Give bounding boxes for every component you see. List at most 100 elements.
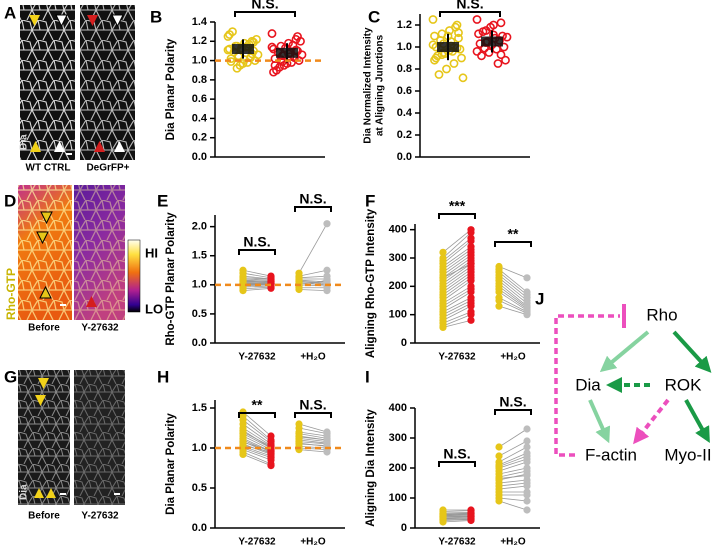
pair-line [442,291,472,310]
pair-line [442,252,472,273]
data-point [467,302,475,310]
data-point [523,506,531,514]
pair-line [442,311,472,324]
pair-line [442,510,472,512]
arrowhead [87,15,98,26]
data-point [523,471,531,480]
stain-label: Dia [19,484,30,500]
y-tick-label: 400 [389,224,407,236]
pair-line [442,249,472,270]
arrowhead [29,15,40,26]
pair-line [498,300,528,314]
data-point [495,296,503,305]
pair-line [242,277,272,280]
data-point [323,220,331,228]
data-point [430,31,439,41]
pair-line [298,431,328,437]
significance-label: N.S. [456,0,483,12]
data-point [495,302,503,310]
pair-line [442,263,472,279]
pair-line [498,485,528,490]
pair-line [498,286,528,308]
y-tick-label: 2.0 [192,221,207,233]
y-axis-label: Dia Planar Polarity [165,38,177,140]
panel-label: F [365,191,375,210]
pair-line [442,277,472,298]
pair-line [442,518,472,520]
activation-edge [599,330,650,373]
arrowhead [94,141,105,152]
data-point [239,426,247,434]
data-point [253,50,263,60]
pair-line [242,411,272,437]
activation-edge [633,398,670,445]
data-point [457,53,466,63]
data-point [449,59,459,68]
data-point [323,448,331,456]
pair-line [442,305,472,321]
pair-line [298,280,328,284]
activation-edge [684,399,710,443]
data-point [323,436,331,444]
y-axis-label: Aligning Rho-GTP Intensity [365,208,377,358]
data-point [239,442,247,450]
data-point [467,237,475,245]
pair-line [498,458,528,469]
y-tick-label: 0.4 [397,107,413,119]
x-tick-label: +H₂O [500,537,526,547]
panel-g: G Dia Before Y-27632 [4,367,125,522]
node-label: F-actin [585,445,637,464]
arrowhead [34,488,44,498]
significance-bracket [294,412,332,418]
data-point [523,425,531,433]
pair-line [242,433,272,449]
pair-line [298,442,328,447]
pair-line [498,475,528,479]
panel-a: A Dia WT CTRL DeGrFP+ [4,3,135,174]
data-point [232,63,242,73]
y-tick-label: 0.8 [397,63,412,75]
image-caption: Y-27632 [81,511,119,522]
pair-line [442,240,472,264]
pair-line [442,514,472,516]
data-point [486,22,495,32]
data-point [267,42,277,52]
pair-line [298,449,328,453]
pair-line [498,277,528,301]
y-tick-label: 1.5 [192,402,207,414]
pair-line [498,305,528,316]
y-tick-label: 300 [389,252,407,264]
data-point [495,497,503,505]
arrowhead [86,296,97,307]
panel-label: I [365,367,370,386]
pair-line [442,319,472,328]
pair-line [442,515,472,518]
node-label: Dia [575,375,601,394]
pair-line [442,519,472,521]
x-tick-label: Y-27632 [238,537,276,547]
pair-line [498,274,528,298]
y-axis-label: at Aligning Junctions [375,34,386,136]
colorbar-label: HI [145,245,158,260]
arrowhead [114,141,125,152]
pair-line [498,269,528,293]
panel-label: H [157,367,169,386]
pair-line [442,314,472,327]
pair-line [298,275,328,279]
y-tick-label: 0 [401,522,407,534]
activation-edge [588,399,611,444]
data-point [458,73,468,83]
data-point [495,452,503,460]
data-point [467,228,475,237]
pair-line [498,283,528,307]
pair-line [242,286,272,290]
pair-line [442,297,472,313]
arrowhead [38,378,49,389]
significance-label: N.S. [251,0,278,12]
arrowhead [46,488,56,498]
pair-line [298,282,328,286]
panel-label: A [4,3,16,22]
data-point [472,47,482,56]
micrograph [80,5,135,160]
significance-label: N.S. [243,234,270,250]
